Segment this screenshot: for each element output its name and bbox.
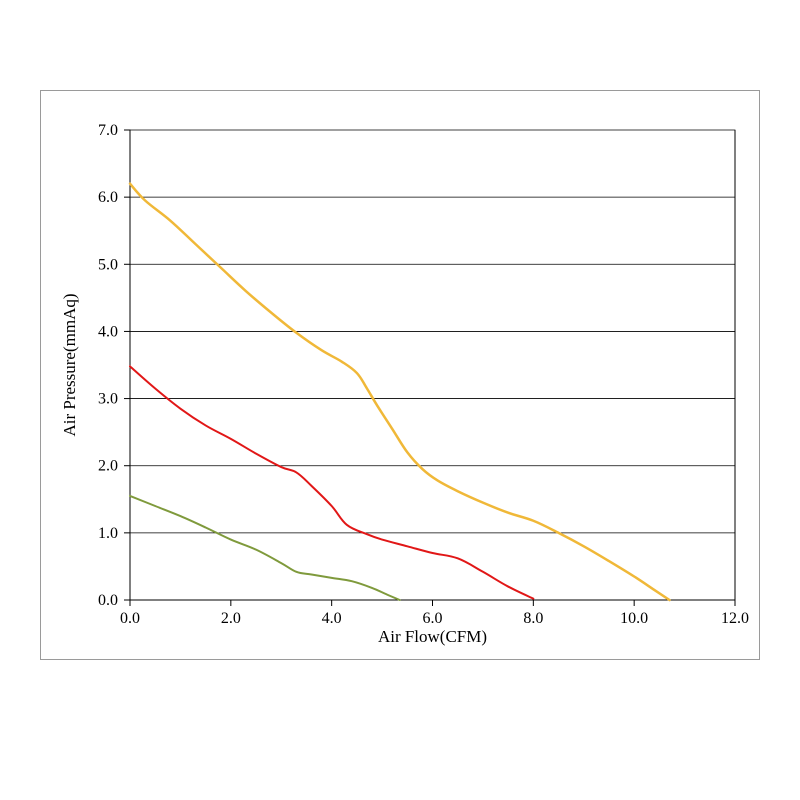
x-tick-label: 8.0 bbox=[523, 610, 543, 627]
x-tick-label: 12.0 bbox=[721, 610, 749, 627]
y-axis-title: Air Pressure(mmAq) bbox=[60, 293, 79, 436]
y-tick-label: 0.0 bbox=[98, 592, 118, 609]
chart-container: 0.0 2.0 4.0 6.0 8.0 10.0 12.0 0.0 1.0 2.0 3.0 4.0 5.… bbox=[0, 0, 800, 800]
y-tick-label: 5.0 bbox=[98, 256, 118, 273]
y-tick-label: 6.0 bbox=[98, 189, 118, 206]
y-tick-label: 7.0 bbox=[98, 122, 118, 139]
y-tick-label: 4.0 bbox=[98, 323, 118, 340]
x-tick-label: 4.0 bbox=[322, 610, 342, 627]
fan-curve-chart: 0.0 2.0 4.0 6.0 8.0 10.0 12.0 0.0 1.0 2.0 3.0 4.0 5.… bbox=[0, 0, 800, 800]
y-tick-label: 2.0 bbox=[98, 458, 118, 475]
x-tick-label: 2.0 bbox=[221, 610, 241, 627]
y-tick-label: 3.0 bbox=[98, 391, 118, 408]
curve-yellow bbox=[130, 184, 669, 600]
y-tick-label: 1.0 bbox=[98, 525, 118, 542]
x-tick-label: 0.0 bbox=[120, 610, 140, 627]
x-axis-title: Air Flow(CFM) bbox=[378, 627, 487, 646]
curve-red bbox=[130, 366, 533, 598]
x-tick-label: 10.0 bbox=[620, 610, 648, 627]
curve-green bbox=[130, 496, 400, 600]
x-tick-label: 6.0 bbox=[423, 610, 443, 627]
